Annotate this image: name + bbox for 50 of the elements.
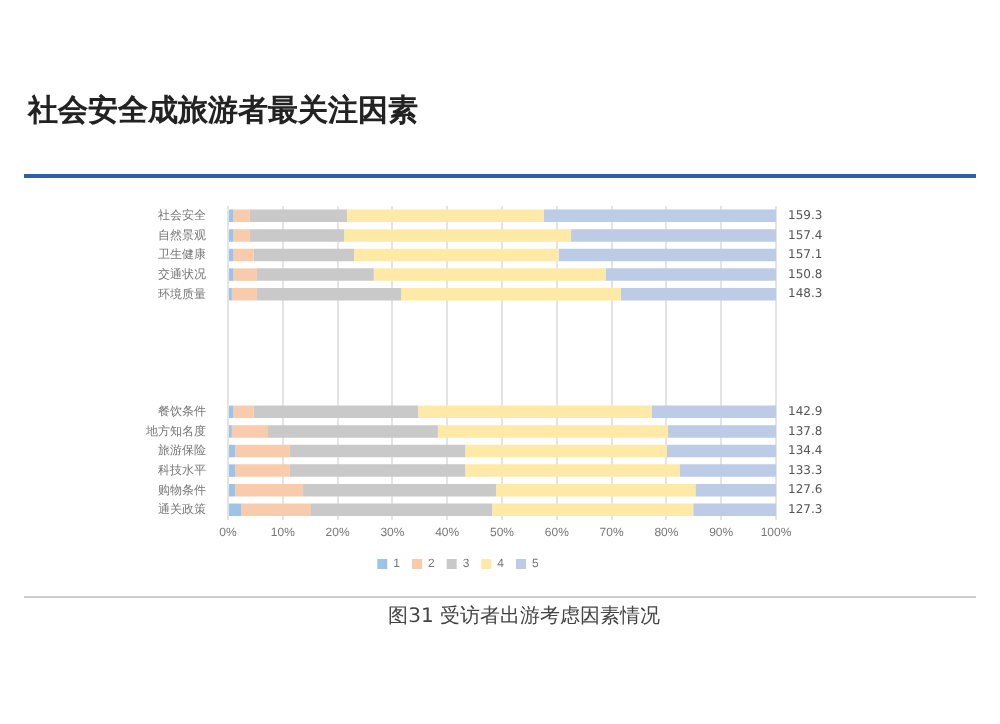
bar bbox=[235, 483, 304, 497]
bar bbox=[233, 268, 258, 281]
bar bbox=[605, 268, 776, 281]
bar bbox=[257, 268, 374, 281]
bar bbox=[354, 248, 559, 262]
bar bbox=[437, 425, 669, 438]
bar bbox=[303, 483, 496, 497]
bar bbox=[289, 444, 466, 458]
bar bbox=[249, 209, 347, 223]
bar bbox=[495, 483, 696, 497]
bar bbox=[233, 229, 250, 242]
bar bbox=[289, 464, 466, 477]
bar bbox=[651, 405, 776, 419]
bar bbox=[253, 248, 355, 262]
chart-title: 社会安全成旅游者最关注因素 bbox=[28, 92, 418, 130]
bar bbox=[268, 425, 438, 438]
bar bbox=[571, 229, 776, 242]
bar bbox=[401, 287, 621, 301]
bar bbox=[693, 503, 776, 517]
bar bbox=[231, 287, 258, 301]
bar bbox=[668, 425, 776, 438]
bar bbox=[229, 503, 242, 517]
bar bbox=[229, 464, 236, 477]
bar bbox=[235, 444, 290, 458]
bar bbox=[235, 464, 290, 477]
bar bbox=[373, 268, 606, 281]
bar bbox=[257, 287, 402, 301]
bar bbox=[418, 405, 652, 419]
bar bbox=[346, 209, 544, 223]
bar bbox=[666, 444, 776, 458]
bar bbox=[249, 229, 345, 242]
bar bbox=[253, 405, 419, 419]
bar bbox=[233, 405, 254, 419]
bar bbox=[241, 503, 311, 517]
bar bbox=[465, 464, 680, 477]
bar bbox=[231, 425, 268, 438]
bar bbox=[620, 287, 776, 301]
bar bbox=[310, 503, 493, 517]
bar bbox=[543, 209, 776, 223]
bar bbox=[465, 444, 667, 458]
bar bbox=[679, 464, 776, 477]
bar bbox=[558, 248, 776, 262]
bar bbox=[233, 209, 250, 223]
bar bbox=[344, 229, 572, 242]
caption: 图31 受访者出游考虑因素情况 bbox=[388, 603, 660, 630]
bar bbox=[229, 483, 236, 497]
bar bbox=[695, 483, 776, 497]
bar bbox=[492, 503, 694, 517]
bar bbox=[233, 248, 254, 262]
bar bbox=[229, 444, 236, 458]
